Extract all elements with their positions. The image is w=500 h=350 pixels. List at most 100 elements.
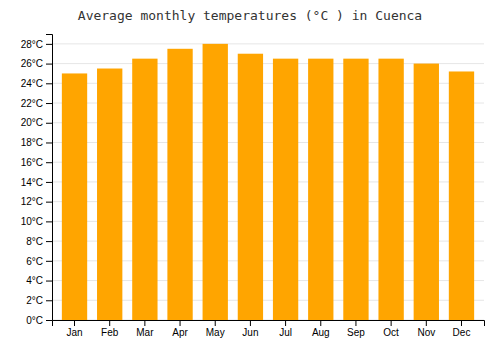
x-tick: Aug xyxy=(312,320,330,338)
x-tick: Feb xyxy=(101,320,119,338)
bar xyxy=(62,73,87,320)
bar xyxy=(343,59,368,320)
x-tick: Sep xyxy=(347,320,365,338)
tick-mark xyxy=(250,320,251,326)
tick-mark xyxy=(180,320,181,326)
bar xyxy=(132,59,157,320)
grid xyxy=(52,44,484,320)
title: Average monthly temperatures (°C ) in Cu… xyxy=(78,8,422,23)
tick-mark xyxy=(74,320,75,326)
y-tick: 8°C xyxy=(26,236,52,247)
y-tick: 10°C xyxy=(21,216,52,227)
bar xyxy=(238,54,263,320)
tick-mark xyxy=(46,64,52,65)
tick-mark xyxy=(46,142,52,143)
tick-label: 20°C xyxy=(21,117,43,128)
x-tick: Jul xyxy=(279,320,292,338)
tick-mark xyxy=(320,320,321,326)
tick-mark xyxy=(46,123,52,124)
bar xyxy=(378,59,403,320)
bar xyxy=(414,64,439,320)
tick-mark xyxy=(144,320,145,326)
y-tick: 12°C xyxy=(21,196,52,207)
tick-label: 6°C xyxy=(26,256,43,267)
y-tick: 20°C xyxy=(21,117,52,128)
bar xyxy=(203,44,228,320)
axis-line xyxy=(46,35,53,321)
tick-label: Apr xyxy=(172,327,188,338)
tick-mark xyxy=(109,320,110,326)
bar xyxy=(167,49,192,320)
tick-label: 8°C xyxy=(26,236,43,247)
tick-label: 0°C xyxy=(26,315,43,326)
tick-label: 16°C xyxy=(21,157,43,168)
tick-label: 26°C xyxy=(21,58,43,69)
tick-label: Sep xyxy=(347,327,365,338)
x-tick: May xyxy=(206,320,225,338)
tick-mark xyxy=(46,281,52,282)
tick-mark xyxy=(46,162,52,163)
tick-mark xyxy=(46,182,52,183)
tick-label: 10°C xyxy=(21,216,43,227)
y-tick: 6°C xyxy=(26,256,52,267)
tick-mark xyxy=(46,261,52,262)
tick-label: 28°C xyxy=(21,39,43,50)
bars xyxy=(62,44,474,320)
tick-mark xyxy=(46,202,52,203)
bar xyxy=(97,69,122,320)
tick-label: Jun xyxy=(242,327,258,338)
plot: 0°C 2°C 4°C 6°C 8°C 10°C 12°C 14°C 16°C 18°C 20°C 2… xyxy=(21,35,485,339)
tick-label: Feb xyxy=(101,327,119,338)
bar xyxy=(449,71,474,320)
tick-label: 2°C xyxy=(26,295,43,306)
y-tick: 4°C xyxy=(26,275,52,286)
tick-mark xyxy=(355,320,356,326)
tick-label: May xyxy=(206,327,225,338)
x-tick: Apr xyxy=(172,320,188,338)
grid-line xyxy=(52,43,484,44)
tick-mark xyxy=(426,320,427,326)
y-tick: 22°C xyxy=(21,98,52,109)
tick-label: Mar xyxy=(136,327,154,338)
y-tick: 24°C xyxy=(21,78,52,89)
y-tick: 16°C xyxy=(21,157,52,168)
tick-label: 4°C xyxy=(26,275,43,286)
x-tick: Mar xyxy=(136,320,154,338)
bar xyxy=(273,59,298,320)
tick-mark xyxy=(46,300,52,301)
tick-mark xyxy=(46,103,52,104)
chart: 0°C 2°C 4°C 6°C 8°C 10°C 12°C 14°C 16°C 18°C 20°C 2… xyxy=(0,0,500,350)
bar xyxy=(308,59,333,320)
tick-label: Aug xyxy=(312,327,330,338)
y-tick: 2°C xyxy=(26,295,52,306)
tick-label: Oct xyxy=(383,327,399,338)
tick-label: 14°C xyxy=(21,177,43,188)
tick-mark xyxy=(461,320,462,326)
tick-label: 24°C xyxy=(21,78,43,89)
tick-mark xyxy=(46,320,52,321)
y-tick: 18°C xyxy=(21,137,52,148)
tick-label: 12°C xyxy=(21,196,43,207)
y-tick: 28°C xyxy=(21,39,52,50)
tick-mark xyxy=(46,44,52,45)
tick-mark xyxy=(46,83,52,84)
tick-mark xyxy=(391,320,392,326)
tick-mark xyxy=(46,241,52,242)
tick-label: Dec xyxy=(453,327,471,338)
x-axis: Jan Feb Mar Apr May Jun Jul Aug Sep Oct Nov Dec xyxy=(53,320,485,338)
tick-mark xyxy=(215,320,216,326)
tick-label: Jul xyxy=(279,327,292,338)
tick-label: 22°C xyxy=(21,98,43,109)
x-tick: Jan xyxy=(66,320,82,338)
tick-mark xyxy=(46,221,52,222)
y-tick: 14°C xyxy=(21,177,52,188)
tick-label: 18°C xyxy=(21,137,43,148)
x-tick: Jun xyxy=(242,320,258,338)
x-tick: Oct xyxy=(383,320,399,338)
x-tick: Dec xyxy=(453,320,471,338)
tick-label: Nov xyxy=(417,327,435,338)
y-tick: 26°C xyxy=(21,58,52,69)
axis-line xyxy=(53,321,485,327)
tick-label: Jan xyxy=(66,327,82,338)
tick-mark xyxy=(285,320,286,326)
